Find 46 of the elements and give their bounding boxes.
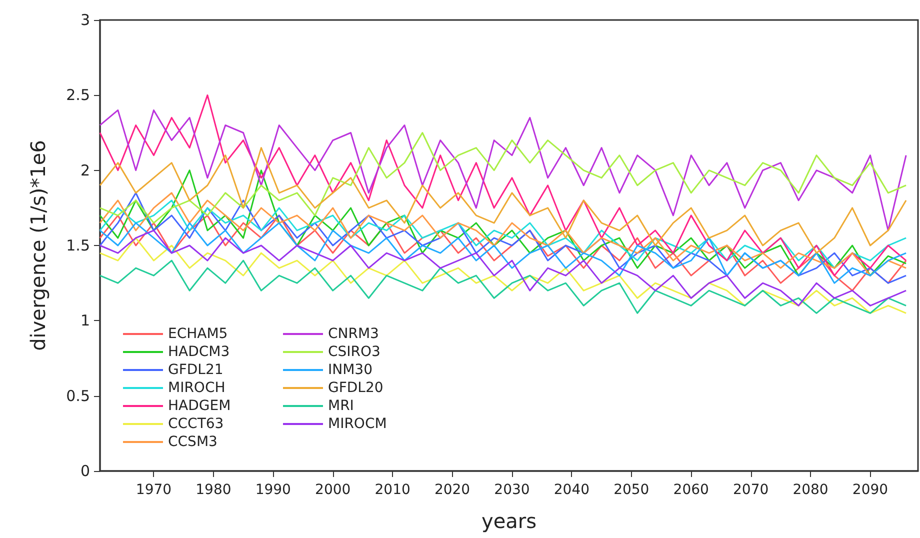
line-series: [99, 222, 907, 284]
x-tick-label: 1970: [136, 482, 172, 498]
x-tick-label: 2090: [852, 482, 888, 498]
legend-label: MIROCH: [168, 380, 226, 396]
x-axis-title: years: [481, 509, 537, 533]
legend-label: ECHAM5: [168, 326, 228, 342]
x-tick-label: 2040: [554, 482, 590, 498]
legend-label: CCCT63: [168, 416, 224, 432]
x-tick-label: 2070: [732, 482, 769, 498]
x-tick-label: 1990: [255, 482, 291, 498]
legend-label: CCSM3: [168, 434, 218, 450]
x-tick-label: 2010: [374, 482, 410, 498]
legend-label: MIROCM: [328, 416, 387, 432]
line-series: [99, 237, 907, 314]
x-tick-label: 1980: [196, 482, 232, 498]
legend-label: GFDL20: [328, 380, 384, 396]
line-series: [99, 170, 907, 276]
x-tick-label: 2080: [792, 482, 828, 498]
line-series: [99, 132, 907, 224]
y-tick-label: 1: [80, 312, 90, 330]
legend-label: HADGEM: [168, 398, 231, 414]
line-series: [99, 109, 907, 232]
legend-label: INM30: [328, 362, 372, 378]
y-tick-label: 0: [80, 462, 90, 480]
line-series: [99, 230, 907, 306]
x-tick-label: 2030: [494, 482, 530, 498]
x-tick-label: 2050: [614, 482, 650, 498]
line-series: [99, 260, 907, 314]
y-tick-label: 2.5: [66, 86, 90, 104]
legend-label: MRI: [328, 398, 354, 414]
x-tick-label: 2020: [434, 482, 470, 498]
line-series: [99, 94, 907, 276]
line-series: [99, 200, 907, 269]
y-tick-label: 2: [80, 161, 90, 180]
legend-label: GFDL21: [168, 362, 224, 378]
x-tick-label: 2060: [673, 482, 709, 498]
y-tick-label: 1.5: [66, 236, 90, 254]
y-axis-title: divergence (1/s)*1e6: [26, 140, 50, 351]
x-tick-label: 2000: [315, 482, 351, 498]
legend-label: HADCM3: [168, 344, 230, 360]
y-tick-label: 0.5: [66, 386, 90, 405]
legend-label: CNRM3: [328, 326, 379, 342]
y-tick-label: 3: [80, 11, 90, 29]
line-series: [99, 147, 907, 254]
line-series: [99, 214, 907, 292]
legend-label: CSIRO3: [328, 344, 380, 360]
